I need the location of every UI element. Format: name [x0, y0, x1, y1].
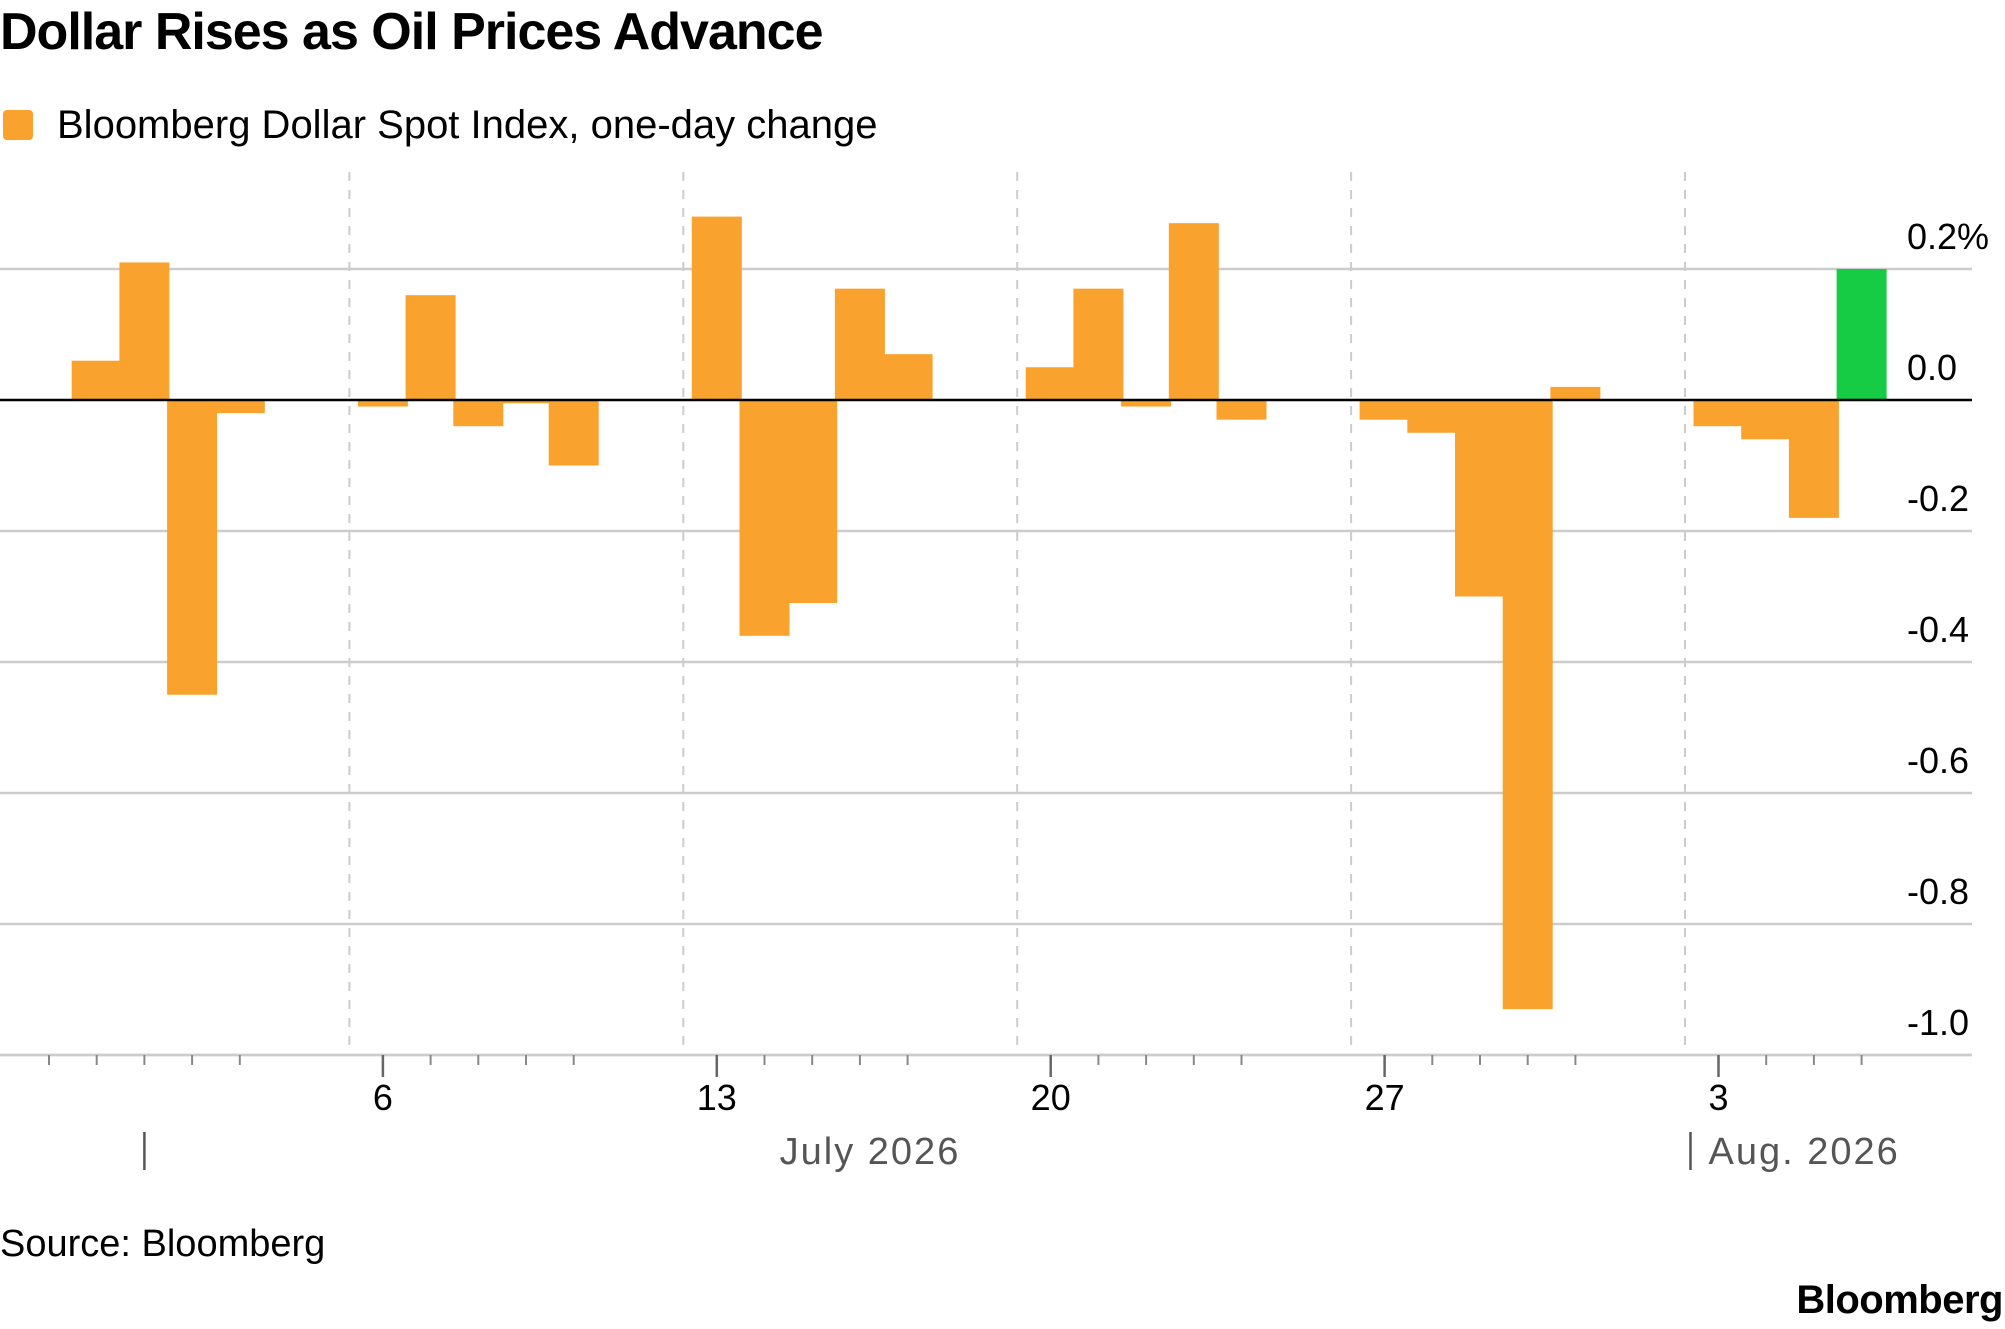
bar: [119, 262, 170, 400]
y-tick-label: -0.6: [1907, 740, 1969, 781]
bar: [1073, 288, 1124, 400]
bar: [1550, 386, 1601, 400]
bar: [453, 400, 504, 427]
bar: [214, 400, 265, 414]
y-tick-label: -0.8: [1907, 871, 1969, 912]
legend-label: Bloomberg Dollar Spot Index, one-day cha…: [57, 102, 878, 147]
x-tick-label: 20: [1031, 1077, 1071, 1118]
bar: [1788, 400, 1839, 518]
month-label: July 2026: [780, 1131, 961, 1173]
bar: [1741, 400, 1792, 440]
bar: [739, 400, 790, 636]
legend: Bloomberg Dollar Spot Index, one-day cha…: [0, 100, 878, 150]
bar: [357, 400, 408, 407]
bar: [787, 400, 838, 604]
y-tick-label: -1.0: [1907, 1002, 1969, 1043]
chart-title: Dollar Rises as Oil Prices Advance: [0, 3, 824, 61]
y-tick-label: -0.2: [1907, 478, 1969, 519]
x-tick-label: 27: [1365, 1077, 1405, 1118]
bar: [691, 216, 742, 400]
bar: [882, 354, 933, 400]
bar: [1359, 400, 1410, 420]
x-tick-label: 3: [1708, 1077, 1728, 1118]
bar: [1693, 400, 1744, 427]
bar: [1025, 367, 1076, 400]
bar: [405, 295, 456, 400]
y-tick-label: 0.2%: [1907, 216, 1989, 257]
month-label: Aug. 2026: [1709, 1131, 1900, 1173]
x-tick-label: 6: [373, 1077, 393, 1118]
bar: [167, 400, 218, 695]
bar: [1168, 223, 1219, 400]
bar: [834, 288, 885, 400]
source-note: Source: Bloomberg: [0, 1223, 326, 1265]
bar: [548, 400, 599, 466]
bar: [1216, 400, 1267, 420]
bar: [71, 360, 122, 400]
bar: [501, 400, 551, 404]
legend-swatch: [3, 110, 33, 140]
bar: [1121, 400, 1172, 407]
bloomberg-logo: Bloomberg: [1796, 1278, 2003, 1322]
x-tick-label: 13: [697, 1077, 737, 1118]
bar: [1836, 269, 1887, 400]
y-tick-label: 0.0: [1907, 347, 1957, 388]
y-tick-label: -0.4: [1907, 609, 1969, 650]
bar: [1502, 400, 1553, 1010]
bar: [1407, 400, 1458, 433]
bar: [1455, 400, 1505, 597]
